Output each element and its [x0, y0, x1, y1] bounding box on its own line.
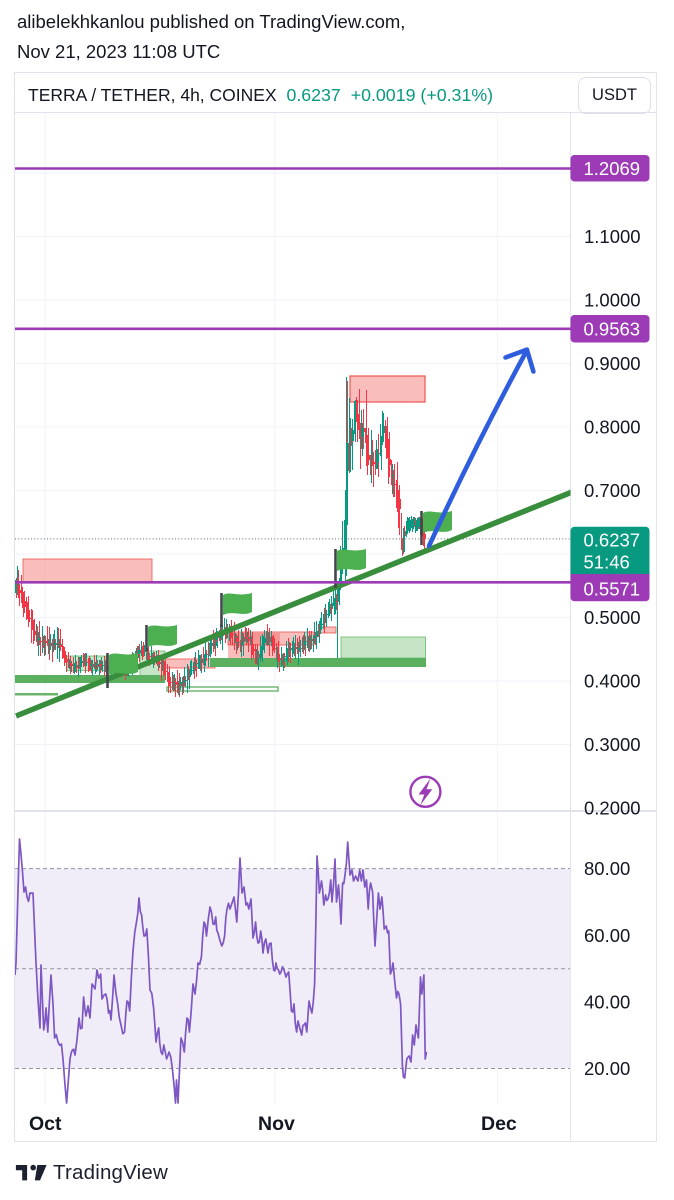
svg-text:0.9000: 0.9000	[584, 353, 641, 374]
svg-text:0.7000: 0.7000	[584, 480, 641, 501]
svg-text:0.5571: 0.5571	[584, 579, 641, 600]
svg-text:Oct: Oct	[29, 1113, 62, 1135]
svg-text:80.00: 80.00	[584, 858, 630, 879]
svg-text:20.00: 20.00	[584, 1058, 630, 1079]
svg-text:0.4000: 0.4000	[584, 671, 641, 692]
svg-text:60.00: 60.00	[584, 925, 630, 946]
svg-text:0.3000: 0.3000	[584, 734, 641, 755]
svg-text:1.0000: 1.0000	[584, 290, 641, 311]
svg-text:0.2000: 0.2000	[584, 798, 641, 819]
svg-text:0.9563: 0.9563	[584, 319, 641, 340]
svg-text:0.8000: 0.8000	[584, 417, 641, 438]
svg-text:Nov: Nov	[258, 1113, 295, 1135]
svg-text:51:46: 51:46	[584, 552, 630, 573]
svg-text:40.00: 40.00	[584, 992, 630, 1013]
svg-text:Dec: Dec	[481, 1113, 517, 1135]
svg-text:0.6237: 0.6237	[584, 530, 641, 551]
svg-text:1.1000: 1.1000	[584, 226, 641, 247]
svg-text:1.2069: 1.2069	[584, 158, 641, 179]
svg-text:0.5000: 0.5000	[584, 607, 641, 628]
